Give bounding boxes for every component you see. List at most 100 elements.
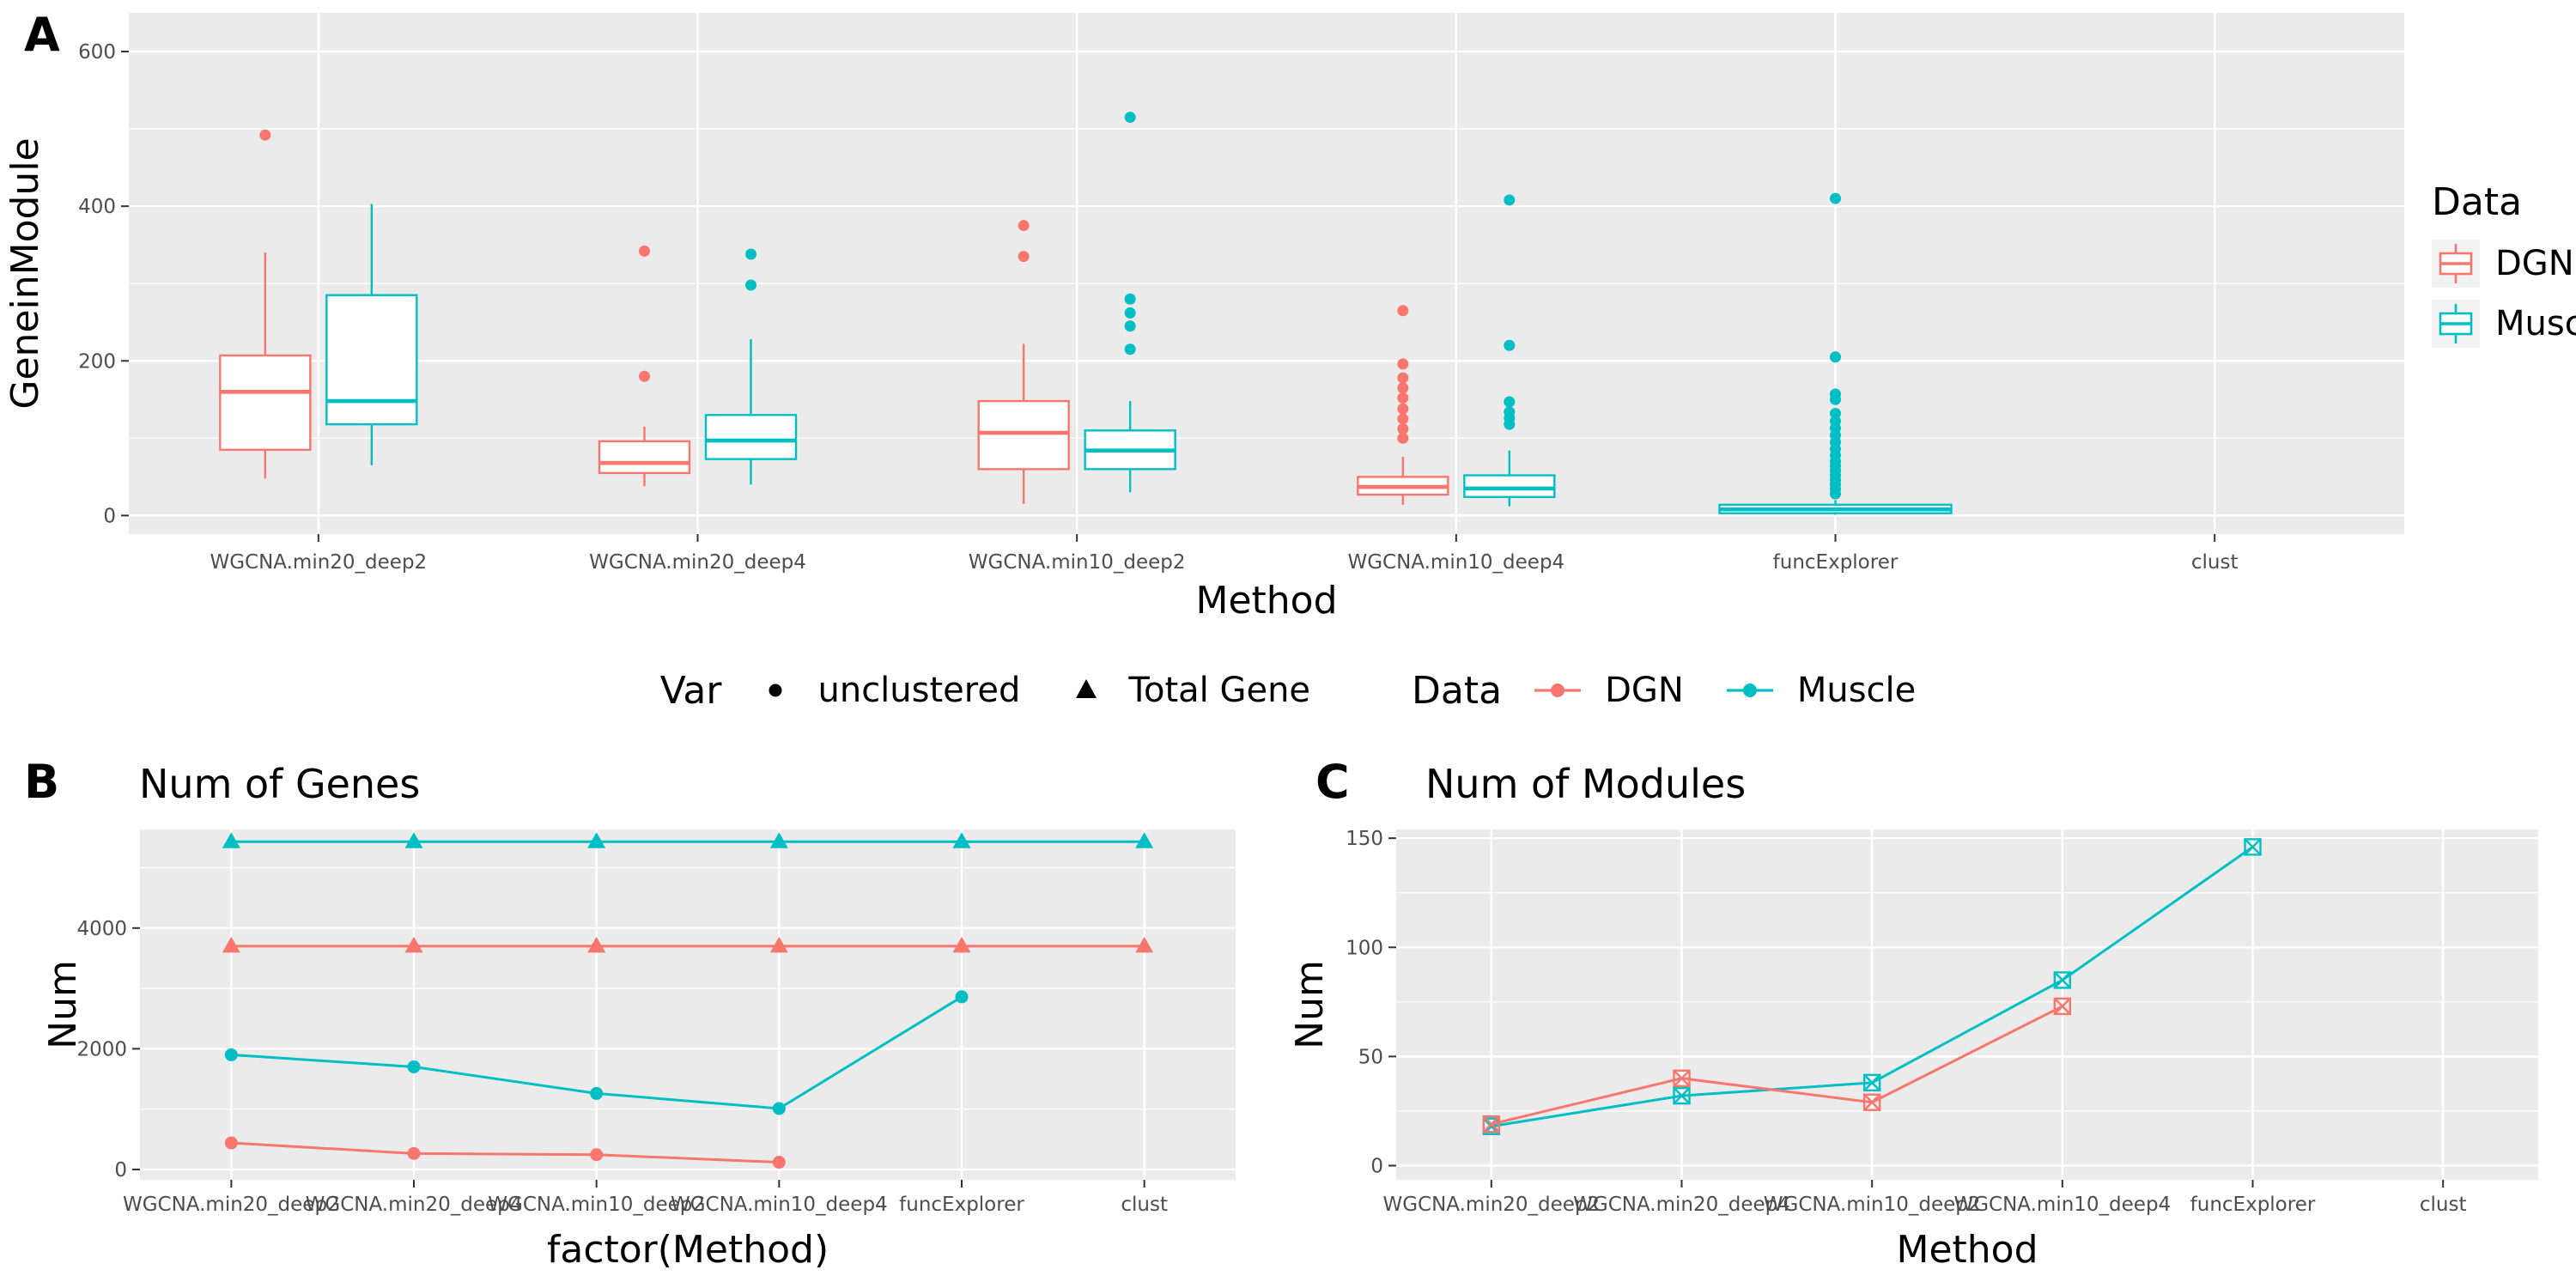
legend-entry-dgn: DGN (2432, 240, 2576, 288)
box (598, 440, 691, 475)
outlier-point (1018, 220, 1030, 232)
x-axis-title: Method (1195, 579, 1337, 623)
dgn-line-marker-icon (1531, 669, 1584, 712)
outlier-point (1124, 307, 1136, 319)
outlier-point (1504, 339, 1516, 351)
y-tick-label: 4000 (76, 918, 127, 940)
data-label-dgn: DGN (1605, 671, 1684, 710)
x-tick-label: WGCNA.min10_deep4 (1347, 551, 1564, 574)
panel-c-label: C (1315, 755, 1350, 809)
muscle-line-marker-icon (1723, 669, 1777, 712)
var-label-unclustered: unclustered (817, 671, 1021, 710)
line-series-Total Gene - DGN (222, 936, 1154, 953)
line-series-Total Gene - Muscle (222, 832, 1154, 848)
panel-a-legend-title: Data (2432, 180, 2523, 224)
x-tick-label: WGCNA.min10_deep2 (1764, 1194, 1981, 1216)
x-tick-label: funcExplorer (2190, 1194, 2316, 1216)
outlier-point (1397, 413, 1409, 425)
line-series-DGN (1482, 997, 2072, 1133)
outlier-point (1397, 403, 1409, 415)
legend-entry-muscle: Muscle (2432, 300, 2576, 348)
x-axis-title: factor(Method) (547, 1228, 829, 1272)
box (704, 414, 798, 460)
panel-a-legend: Data DGN Muscle (2432, 180, 2576, 348)
muscle-boxplot-key-icon (2432, 300, 2480, 348)
x-tick-label: WGCNA.min10_deep4 (671, 1194, 888, 1216)
y-tick-label: 0 (1370, 1155, 1383, 1177)
x-tick-label: WGCNA.min20_deep2 (123, 1194, 340, 1216)
x-tick-label: WGCNA.min10_deep2 (488, 1194, 705, 1216)
outlier-point (1397, 305, 1409, 317)
x-tick-label: WGCNA.min20_deep4 (1573, 1194, 1790, 1216)
panel-b-title: Num of Genes (139, 761, 421, 807)
x-tick-label: funcExplorer (1773, 551, 1899, 574)
circle-marker-icon (754, 669, 797, 712)
triangle-marker-icon (1065, 669, 1108, 712)
line-series-Muscle (1482, 838, 2262, 1135)
outlier-point (639, 370, 650, 382)
x-tick-label: clust (2420, 1194, 2467, 1216)
plot-background (129, 13, 2404, 534)
boxplot-series-DGN (219, 129, 1449, 505)
y-tick-label: 150 (1346, 828, 1383, 850)
outlier-point (1397, 372, 1409, 384)
outlier-point (745, 279, 756, 291)
y-tick-label: 50 (1358, 1046, 1383, 1068)
y-tick-label: 2000 (76, 1038, 127, 1060)
box (219, 354, 312, 452)
panel-c-line-chart: WGCNA.min20_deep2WGCNA.min20_deep4WGCNA.… (1288, 828, 2538, 1272)
box (1463, 474, 1556, 498)
y-tick-label: 0 (114, 1159, 127, 1182)
y-axis-title: Num (1288, 960, 1332, 1049)
panel-b-line-chart: WGCNA.min20_deep2WGCNA.min20_deep4WGCNA.… (41, 829, 1236, 1272)
panel-b-label: B (24, 755, 60, 809)
line-series-unclustered - DGN (224, 1136, 786, 1170)
y-tick-label: 100 (1346, 937, 1383, 959)
panel-c-title: Num of Modules (1425, 761, 1747, 807)
series-line (231, 1141, 780, 1164)
x-tick-label: WGCNA.min20_deep2 (1382, 1194, 1600, 1216)
y-tick-label: 400 (78, 196, 116, 218)
dgn-boxplot-key-icon (2432, 240, 2480, 288)
outlier-point (745, 248, 756, 260)
outlier-point (1018, 251, 1030, 263)
x-tick-label: WGCNA.min20_deep4 (589, 551, 806, 574)
outlier-point (1504, 406, 1516, 418)
var-legend-title: Var (659, 668, 722, 713)
outlier-point (639, 245, 650, 257)
outlier-point (1397, 423, 1409, 435)
y-tick-label: 0 (103, 505, 116, 527)
plot-background (140, 829, 1236, 1180)
x-tick-label: funcExplorer (899, 1194, 1024, 1216)
outlier-point (1397, 432, 1409, 444)
y-tick-label: 200 (78, 350, 116, 373)
data-label-muscle: Muscle (1796, 671, 1917, 710)
outlier-point (1397, 382, 1409, 394)
outlier-point (1830, 416, 1841, 428)
x-tick-label: WGCNA.min10_deep4 (1953, 1194, 2171, 1216)
panel-a-boxplot-chart: WGCNA.min20_deep2 WGCNA.min20_deep4 WGCNA.… (3, 13, 2404, 623)
outlier-point (1504, 194, 1516, 206)
x-tick-label: WGCNA.min20_deep2 (210, 551, 427, 574)
shared-legend-row: Var unclustered Total Gene Data DGN Musc… (0, 663, 2576, 718)
x-axis-title: Method (1896, 1228, 2038, 1272)
outlier-point (1830, 408, 1841, 420)
outlier-point (1124, 293, 1136, 305)
plot-background (1396, 829, 2538, 1180)
data-legend-title: Data (1412, 668, 1503, 713)
outlier-point (1124, 320, 1136, 332)
y-tick-label: 600 (78, 41, 116, 64)
series-line (1491, 1005, 2063, 1126)
x-tick-label: clust (2191, 551, 2239, 574)
outlier-point (1830, 192, 1841, 204)
outlier-point (1830, 351, 1841, 363)
outlier-point (1124, 112, 1136, 124)
line-series-unclustered - Muscle (224, 990, 969, 1115)
var-label-total-gene: Total Gene (1128, 671, 1311, 710)
panel-a-label: A (24, 8, 60, 62)
outlier-point (1504, 396, 1516, 408)
outlier-point (1124, 343, 1136, 355)
box (977, 399, 1070, 471)
x-tick-label: WGCNA.min10_deep2 (969, 551, 1186, 574)
x-tick-label: clust (1121, 1194, 1168, 1216)
